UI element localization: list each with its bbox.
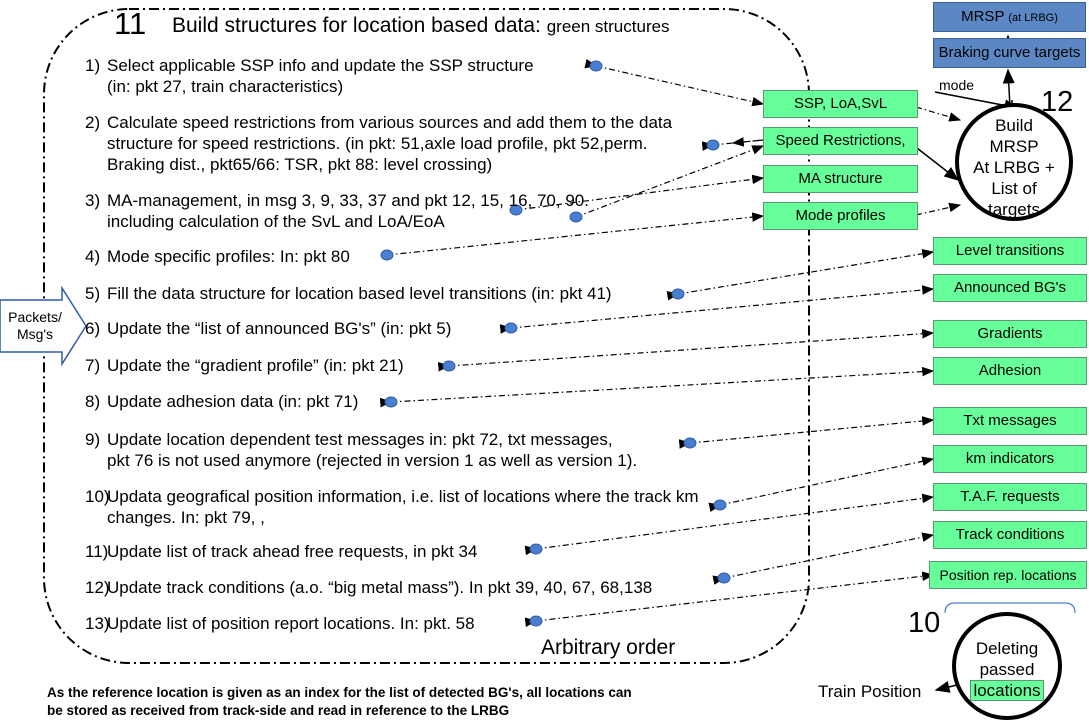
mode-label: mode [939, 77, 975, 93]
process-12-line: List of [991, 179, 1037, 198]
step-2: 2) Calculate speed restrictions from vari… [85, 112, 672, 175]
step-text: Calculate speed restrictions from variou… [107, 113, 673, 132]
footnote: As the reference location is given as an… [47, 684, 632, 720]
step-number: 11) [85, 542, 109, 561]
step-text: Updata geografical position information,… [107, 487, 699, 506]
step-text: pkt 76 is not used anymore (rejected in … [107, 451, 638, 470]
structure-speed-restrictions: Speed Restrictions, [763, 127, 918, 155]
footnote-line1: As the reference location is given as an… [47, 685, 632, 700]
step-number: 12) [85, 578, 110, 597]
step-text: Fill the data structure for location bas… [107, 284, 612, 303]
process-11-title: Build structures for location based data… [172, 14, 670, 38]
step-text: Update location dependent test messages … [107, 430, 613, 449]
structure-announced-bgs: Announced BG's [933, 274, 1087, 302]
structure-taf-requests: T.A.F. requests [933, 483, 1087, 511]
step-text: structure for speed restrictions. (in pk… [107, 134, 648, 153]
process-12-line: MRSP [989, 137, 1039, 156]
step-text: Update the “list of announced BG's” (in:… [107, 319, 452, 338]
process-10-brace [944, 602, 1076, 614]
title-suffix: green structures [546, 17, 670, 36]
step-11: 11)Update list of track ahead free reque… [85, 541, 477, 562]
step-number: 8) [85, 392, 101, 411]
process-12-line: Build [995, 116, 1033, 135]
structure-gradients: Gradients [933, 320, 1087, 348]
step-12: 12)Update track conditions (a.o. “big me… [85, 577, 652, 598]
step-5: 5) Fill the data structure for location b… [85, 283, 612, 304]
step-3: 3) MA-management, in msg 3, 9, 33, 37 and… [85, 190, 589, 232]
mrsp-label: MRSP [961, 8, 1005, 25]
step-number: 2) [85, 113, 101, 132]
step-text: including calculation of the SvL and LoA… [107, 212, 445, 231]
step-number: 6) [85, 319, 101, 338]
structure-track-conditions: Track conditions [933, 521, 1087, 549]
title-main: Build structures for location based data… [172, 14, 541, 37]
process-10-number: 10 [908, 607, 941, 639]
mrsp-small-label: (at LRBG) [1008, 12, 1058, 24]
step-text: Braking dist., pkt65/66: TSR, pkt 88: le… [107, 155, 493, 174]
input-label-line1: Packets/ [8, 309, 62, 325]
input-arrow-shape [0, 285, 87, 367]
order-note: Arbitrary order [541, 636, 676, 659]
train-position-label: Train Position [818, 682, 922, 701]
structure-adhesion: Adhesion [933, 357, 1087, 385]
connector-nodes [380, 60, 731, 627]
step-text: (in: pkt 27, train characteristics) [107, 77, 344, 96]
step-8: 8) Update adhesion data (in: pkt 71) [85, 391, 358, 412]
output-braking-curve-targets: Braking curve targets [933, 38, 1086, 68]
step-7: 7) Update the “gradient profile” (in: pkt… [85, 355, 404, 376]
process-10-circle: Deleting passed locations [952, 612, 1062, 720]
step-text: changes. In: pkt 79, , [107, 508, 265, 527]
connector-lines [379, 58, 962, 628]
process-10-locations: locations [970, 680, 1044, 701]
process-11-number: 11 [114, 6, 147, 41]
step-text: Update list of position report locations… [107, 614, 475, 633]
step-number: 5) [85, 284, 101, 303]
step-10: 10)Updata geografical position informati… [85, 486, 699, 528]
process-12-line: At LRBG + [973, 158, 1055, 177]
structure-km-indicators: km indicators [933, 445, 1087, 473]
process-10-line: Deleting [975, 639, 1039, 658]
structure-ssp: SSP, LoA,SvL [763, 90, 918, 118]
structure-level-transitions: Level transitions [933, 237, 1087, 265]
step-text: MA-management, in msg 3, 9, 33, 37 and p… [107, 191, 589, 210]
step-number: 10) [85, 487, 110, 506]
structure-position-report-locations: Position rep. locations [929, 561, 1087, 589]
step-number: 4) [85, 247, 101, 266]
structure-txt-messages: Txt messages [933, 407, 1087, 435]
step-number: 7) [85, 356, 101, 375]
step-4: 4) Mode specific profiles: In: pkt 80 [85, 246, 350, 267]
step-6: 6) Update the “list of announced BG's” (i… [85, 318, 451, 339]
input-label-line2: Msg's [16, 326, 54, 342]
step-text: Update adhesion data (in: pkt 71) [107, 392, 359, 411]
step-1: 1) Select applicable SSP info and update … [85, 55, 534, 97]
step-number: 3) [85, 191, 101, 210]
step-text: Select applicable SSP info and update th… [107, 56, 534, 75]
step-13: 13)Update list of position report locati… [85, 613, 475, 634]
step-number: 1) [85, 56, 101, 75]
process-12-circle: Build MRSP At LRBG + List of targets [955, 103, 1073, 221]
step-9: 9) Update location dependent test message… [85, 429, 637, 471]
step-text: Mode specific profiles: In: pkt 80 [107, 247, 350, 266]
step-number: 9) [85, 430, 101, 449]
step-text: Update list of track ahead free requests… [107, 542, 478, 561]
footnote-line2: be stored as received from track-side an… [47, 703, 510, 718]
process-12-line: targets [988, 200, 1040, 219]
step-text: Update track conditions (a.o. “big metal… [107, 578, 653, 597]
output-mrsp: MRSP (at LRBG) [933, 2, 1086, 32]
step-text: Update the “gradient profile” (in: pkt 2… [107, 356, 404, 375]
structure-ma: MA structure [763, 165, 918, 193]
input-arrow-label: Packets/ Msg's [4, 309, 66, 343]
structure-mode-profiles: Mode profiles [763, 202, 918, 230]
step-number: 13) [85, 614, 110, 633]
process-10-line: passed [979, 660, 1035, 679]
